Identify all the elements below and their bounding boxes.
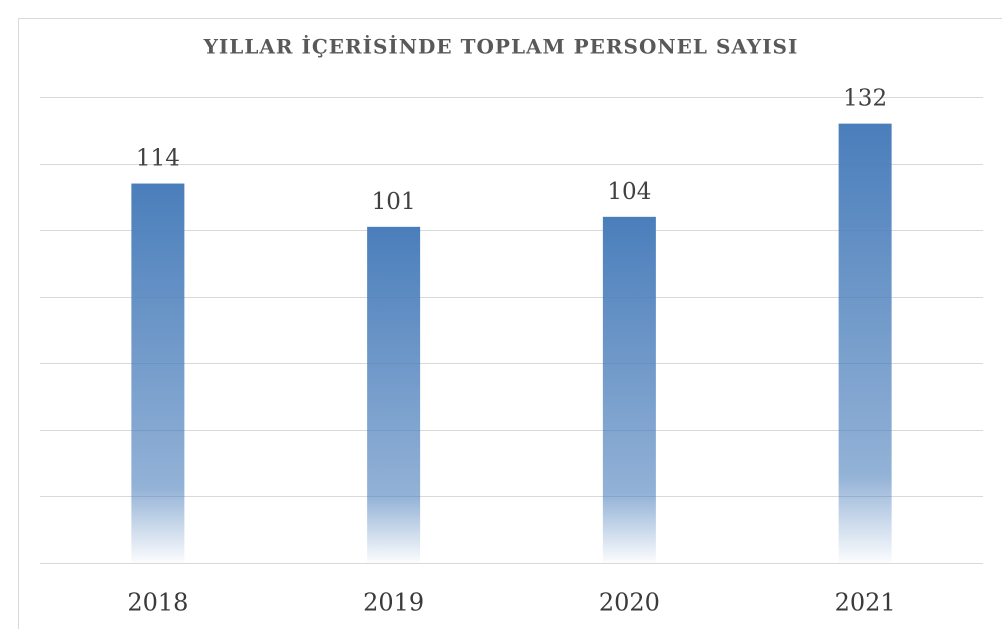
x-tick-label: 2020 <box>599 589 660 617</box>
data-label: 101 <box>372 189 416 215</box>
bar <box>131 183 185 564</box>
x-tick-label: 2019 <box>363 589 424 617</box>
bar <box>838 123 892 563</box>
bar <box>367 226 421 564</box>
data-label: 132 <box>843 86 887 112</box>
x-tick-label: 2021 <box>835 589 896 617</box>
x-tick-label: 2018 <box>127 589 188 617</box>
data-label: 114 <box>136 146 180 172</box>
bar <box>602 216 656 564</box>
data-label: 104 <box>607 179 651 205</box>
chart-title: YILLAR İÇERİSİNDE TOPLAM PERSONEL SAYISI <box>203 35 799 59</box>
